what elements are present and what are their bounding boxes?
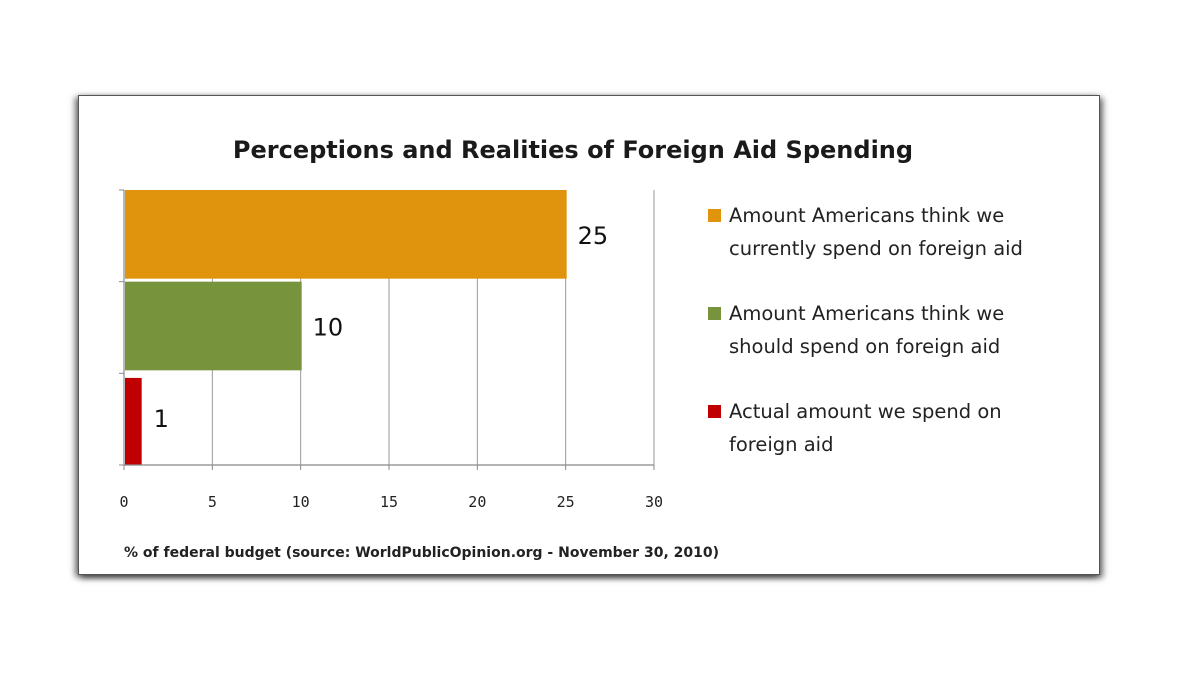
x-tick-label: 25 — [557, 493, 575, 511]
x-tick-label: 0 — [119, 493, 128, 511]
legend-swatch — [708, 209, 721, 222]
x-axis-label: % of federal budget (source: WorldPublic… — [124, 545, 719, 561]
legend-entry: Actual amount we spend on — [729, 400, 1002, 423]
data-label: 1 — [154, 405, 169, 433]
legend-entry: currently spend on foreign aid — [729, 237, 1023, 260]
legend-entry: Amount Americans think we — [729, 302, 1004, 325]
legend-swatch — [708, 405, 721, 418]
x-tick-label: 15 — [380, 493, 398, 511]
bar — [125, 377, 142, 465]
x-tick-label: 5 — [208, 493, 217, 511]
chart-title: Perceptions and Realities of Foreign Aid… — [233, 136, 913, 164]
data-label: 10 — [313, 314, 344, 342]
x-tick-label: 10 — [292, 493, 310, 511]
x-tick-label: 20 — [468, 493, 486, 511]
data-label: 25 — [578, 222, 609, 250]
legend-entry: Amount Americans think we — [729, 204, 1004, 227]
legend-entry: should spend on foreign aid — [729, 335, 1000, 358]
bar — [125, 190, 567, 279]
x-tick-label: 30 — [645, 493, 663, 511]
legend: Amount Americans think we currently spend… — [708, 204, 1023, 456]
bar — [125, 281, 302, 371]
legend-entry: foreign aid — [729, 433, 833, 456]
legend-swatch — [708, 307, 721, 320]
